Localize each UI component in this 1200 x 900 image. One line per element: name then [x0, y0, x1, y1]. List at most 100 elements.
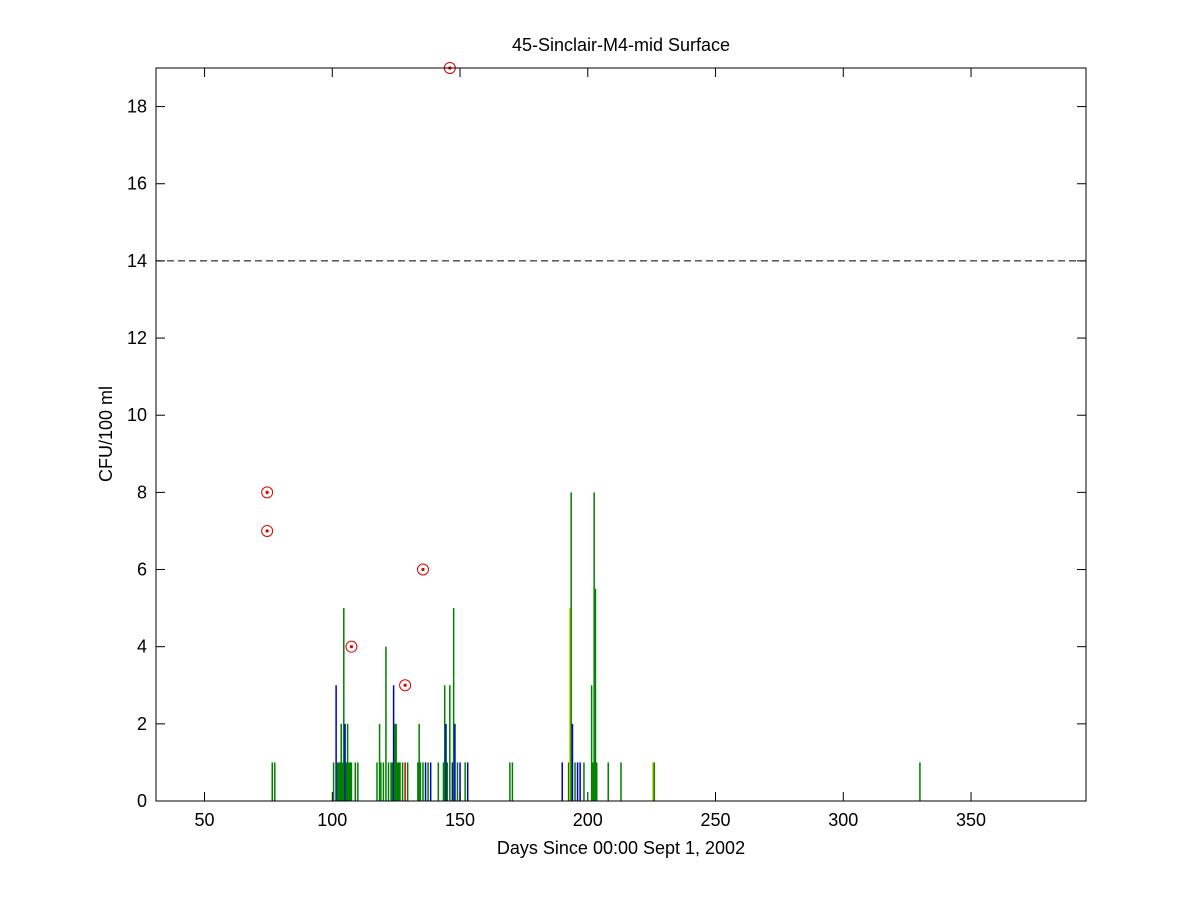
bar [561, 762, 563, 801]
bar [569, 608, 571, 801]
axis-ticks: 50 100 150 200 250 300 350 0 2 4 6 8 10 12 14 16 18 [127, 68, 1086, 830]
bar [380, 762, 382, 801]
y-axis-label: CFU/100 ml [96, 386, 116, 482]
bar [390, 762, 392, 801]
bar [595, 762, 598, 801]
y-tick-label: 16 [127, 174, 147, 194]
bar [350, 762, 353, 801]
bar [340, 723, 342, 801]
bar [332, 762, 335, 801]
bar [385, 646, 387, 801]
bar [451, 762, 454, 801]
marker-point [261, 486, 274, 499]
x-tick-label: 200 [573, 810, 603, 830]
bar [396, 762, 399, 801]
bar [394, 723, 396, 801]
bar [579, 762, 581, 801]
bar [337, 762, 340, 801]
y-tick-label: 0 [137, 791, 147, 811]
bar [456, 762, 459, 801]
bar [446, 762, 449, 801]
bar [509, 762, 511, 801]
bar [345, 762, 348, 801]
bar [620, 762, 622, 801]
marker-center [265, 529, 269, 533]
y-tick-label: 4 [137, 637, 147, 657]
bar [583, 762, 585, 801]
marker-center [349, 645, 354, 649]
x-tick-label: 250 [701, 810, 731, 830]
bar [376, 762, 378, 801]
marker-point [399, 679, 412, 692]
marker-point [345, 640, 358, 653]
y-tick-label: 2 [137, 714, 147, 734]
bar [511, 762, 514, 801]
marker-center [265, 490, 269, 494]
y-tick-label: 10 [127, 405, 147, 425]
bar [571, 723, 574, 801]
marker-center [421, 567, 425, 572]
bar [357, 762, 359, 801]
bar [271, 762, 273, 801]
x-tick-label: 300 [828, 810, 858, 830]
bar [422, 762, 424, 801]
bar [397, 762, 400, 801]
y-tick-label: 6 [137, 560, 147, 580]
marker-point [261, 524, 274, 537]
bar [449, 685, 451, 801]
bar [395, 723, 397, 801]
bar [424, 762, 427, 801]
bar [341, 762, 344, 801]
bar [391, 762, 394, 801]
bar [346, 723, 349, 801]
bar [429, 762, 432, 801]
axes-box [155, 67, 1087, 802]
x-tick-label: 150 [445, 810, 475, 830]
bar [427, 762, 429, 801]
bar [417, 762, 419, 801]
bar [574, 762, 576, 801]
bar [594, 588, 597, 801]
bar [343, 608, 345, 801]
bar [401, 762, 404, 801]
x-axis-label: Days Since 00:00 Sept 1, 2002 [497, 838, 745, 858]
bar [445, 723, 447, 801]
bar [348, 762, 350, 801]
bar [419, 762, 422, 801]
bar [576, 762, 579, 801]
y-tick-label: 14 [127, 251, 147, 271]
bar [344, 723, 346, 801]
bar [418, 723, 420, 801]
bar [335, 685, 337, 801]
bar [452, 608, 455, 801]
bar [567, 762, 570, 801]
bar [464, 762, 466, 801]
bar [274, 762, 276, 801]
marker-point [416, 563, 429, 576]
bar [590, 685, 593, 801]
bar [466, 762, 469, 801]
bar [354, 762, 357, 801]
chart-title: 45-Sinclair-M4-mid Surface [512, 35, 730, 55]
bar [592, 762, 594, 801]
bar [593, 492, 595, 801]
y-tick-label: 12 [127, 328, 147, 348]
bar [392, 685, 395, 801]
bar [459, 762, 461, 801]
y-tick-label: 8 [137, 482, 147, 502]
bar [652, 762, 654, 801]
x-tick-label: 100 [317, 810, 347, 830]
bar [404, 762, 406, 801]
plot-area [156, 62, 1086, 801]
bar [570, 492, 572, 801]
x-tick-label: 350 [956, 810, 986, 830]
bar [443, 685, 446, 801]
bar [382, 762, 385, 801]
bar [336, 762, 339, 801]
bar [607, 762, 609, 801]
bar [406, 762, 409, 801]
bar [378, 723, 381, 801]
x-tick-label: 50 [195, 810, 215, 830]
